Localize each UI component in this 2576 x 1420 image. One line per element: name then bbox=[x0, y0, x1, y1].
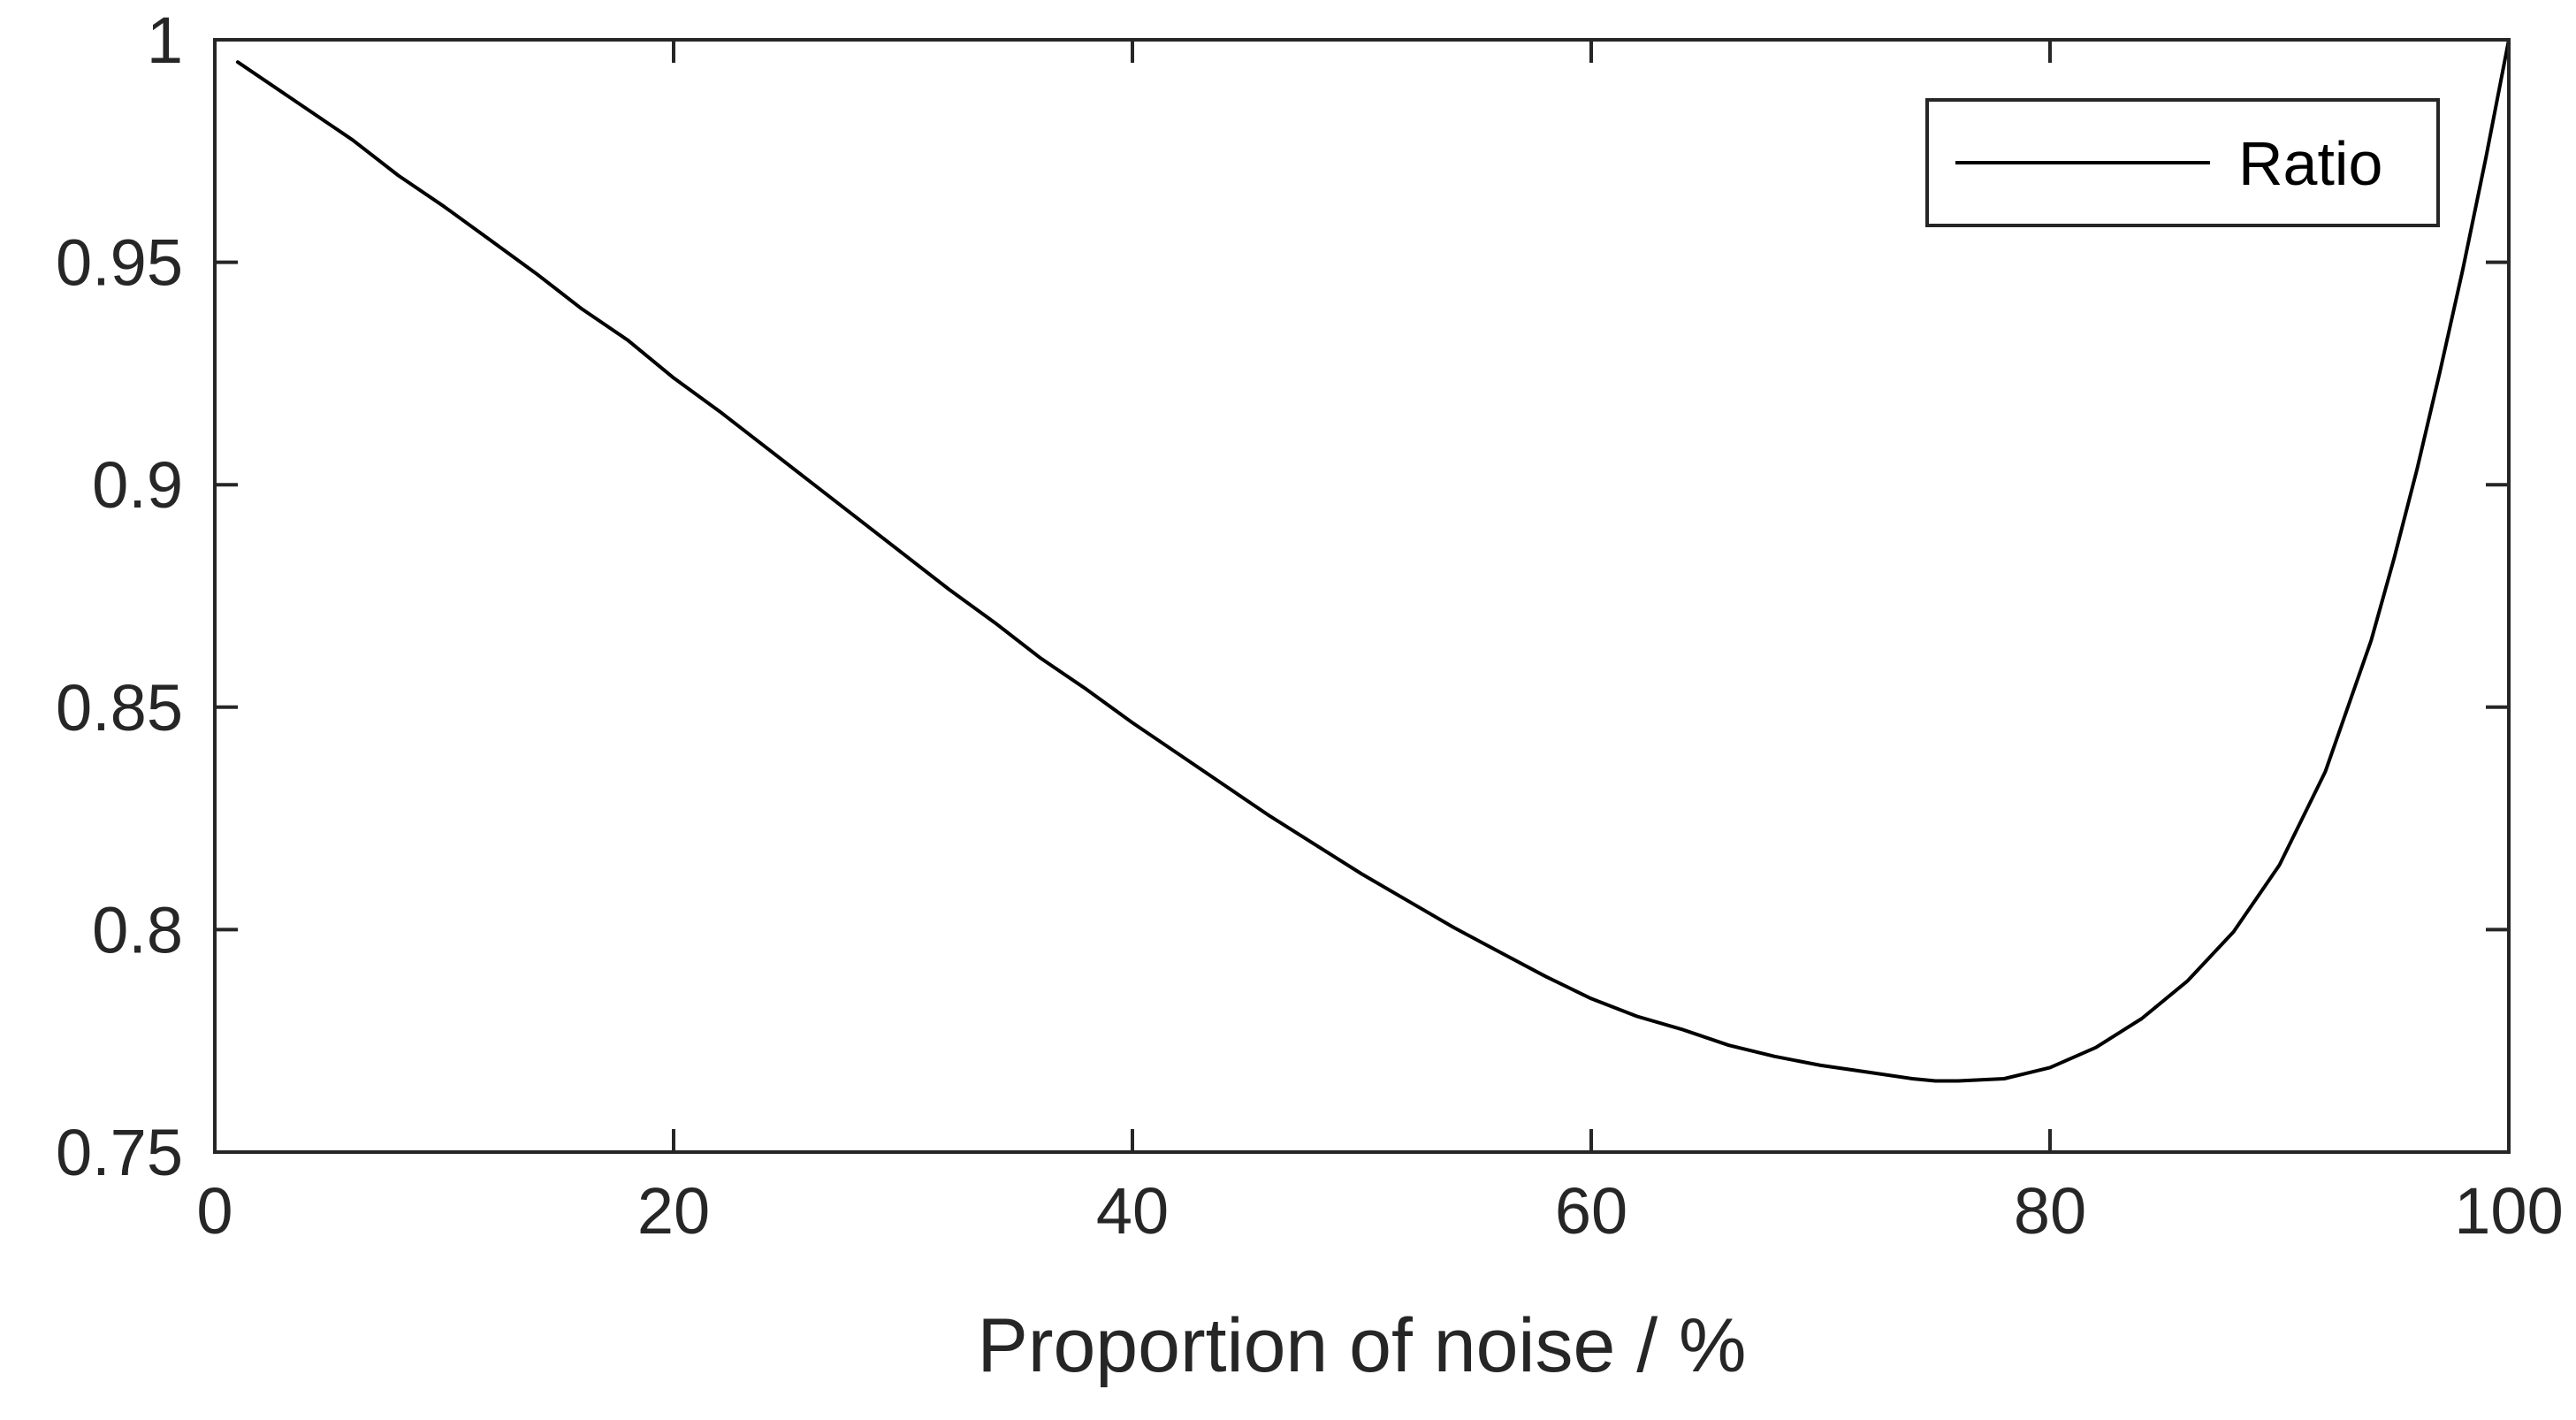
x-tick-label: 100 bbox=[2454, 1174, 2563, 1248]
x-tick-label: 20 bbox=[637, 1174, 710, 1248]
x-tick-label: 80 bbox=[2014, 1174, 2086, 1248]
y-tick-label: 0.8 bbox=[92, 893, 183, 966]
series-layer bbox=[235, 38, 2511, 1083]
x-tick-label: 0 bbox=[196, 1174, 232, 1248]
plot-area-frame bbox=[213, 38, 2511, 1154]
legend: Ratio bbox=[1925, 98, 2440, 227]
y-tick-label: 0.85 bbox=[56, 671, 183, 744]
x-axis-label: Proportion of noise / % bbox=[977, 1303, 1746, 1388]
series-line-ratio bbox=[235, 38, 2511, 1083]
x-tick-label: 60 bbox=[1555, 1174, 1627, 1248]
x-tick-label: 40 bbox=[1096, 1174, 1169, 1248]
y-tick-label: 0.95 bbox=[56, 226, 183, 300]
legend-label-ratio: Ratio bbox=[2238, 129, 2382, 198]
tick-labels: 0 20 40 60 80 100 0.75 0.8 0.85 0.9 0.95 1 bbox=[56, 4, 2564, 1248]
y-tick-label: 0.9 bbox=[92, 448, 183, 522]
y-tick-label: 0.75 bbox=[56, 1116, 183, 1189]
y-tick-label: 1 bbox=[147, 4, 183, 77]
